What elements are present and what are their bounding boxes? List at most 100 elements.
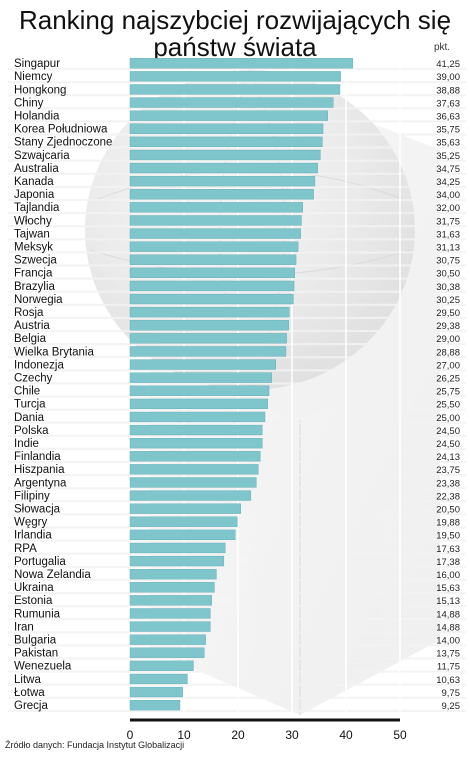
category-label: Litwa bbox=[14, 674, 41, 686]
category-label: Łotwa bbox=[14, 687, 45, 699]
bar bbox=[129, 254, 297, 265]
category-label: Słowacja bbox=[14, 504, 61, 516]
bar bbox=[129, 398, 268, 409]
category-label: Szwajcaria bbox=[14, 150, 70, 162]
value-label: 29,38 bbox=[436, 321, 460, 332]
category-label: Nowa Zelandia bbox=[14, 569, 91, 581]
bar bbox=[129, 359, 277, 370]
value-label: 35,63 bbox=[436, 138, 460, 149]
row-separator bbox=[8, 277, 466, 280]
row-separator bbox=[8, 356, 466, 359]
value-label: 26,25 bbox=[436, 374, 460, 385]
bar bbox=[129, 162, 318, 174]
bar bbox=[129, 451, 261, 462]
row-separator bbox=[8, 578, 466, 581]
row-separator bbox=[8, 657, 466, 660]
bar bbox=[129, 385, 270, 396]
category-label: Rosja bbox=[14, 307, 44, 319]
bar bbox=[129, 320, 289, 331]
row-separator bbox=[8, 329, 466, 333]
unit-label: pkt. bbox=[433, 42, 451, 53]
value-label: 29,00 bbox=[436, 334, 460, 345]
value-label: 14,88 bbox=[436, 622, 460, 633]
value-label: 17,38 bbox=[436, 557, 460, 568]
category-label: Węgry bbox=[14, 517, 47, 529]
row-separator bbox=[8, 500, 466, 503]
category-label: Chiny bbox=[14, 97, 44, 109]
row-separator bbox=[8, 683, 466, 686]
row-separator bbox=[8, 395, 466, 398]
category-label: Singapur bbox=[14, 58, 60, 70]
bar bbox=[129, 673, 188, 685]
bar bbox=[129, 267, 295, 278]
bar bbox=[129, 621, 211, 632]
bar bbox=[129, 700, 181, 711]
bar bbox=[129, 71, 341, 82]
bar bbox=[129, 555, 225, 567]
value-label: 19,88 bbox=[436, 518, 460, 529]
value-label: 41,25 bbox=[436, 59, 460, 70]
bar bbox=[129, 149, 321, 161]
row-separator bbox=[8, 146, 466, 149]
bar bbox=[129, 346, 287, 357]
row-separator bbox=[8, 185, 466, 188]
row-separator bbox=[8, 591, 466, 595]
row-separator bbox=[8, 631, 466, 634]
value-label: 16,00 bbox=[436, 570, 460, 581]
row-separator bbox=[8, 539, 466, 542]
value-label: 22,38 bbox=[436, 491, 460, 502]
bar bbox=[129, 503, 241, 514]
bars bbox=[129, 58, 353, 711]
row-separator bbox=[8, 382, 466, 385]
row-separator bbox=[8, 238, 466, 241]
category-label: Norwegia bbox=[14, 294, 63, 306]
row-separator bbox=[8, 565, 466, 568]
bar bbox=[129, 686, 183, 698]
row-separator bbox=[8, 133, 466, 136]
bar bbox=[129, 84, 341, 95]
row-separator bbox=[8, 670, 466, 673]
category-label: Finlandia bbox=[14, 451, 61, 463]
value-label: 27,00 bbox=[436, 360, 460, 371]
value-label: 10,63 bbox=[436, 675, 460, 686]
row-separator bbox=[8, 290, 466, 293]
bar bbox=[129, 241, 299, 252]
category-label: Estonia bbox=[14, 595, 53, 607]
value-label: 15,13 bbox=[436, 596, 460, 607]
row-separator bbox=[8, 107, 466, 110]
bar bbox=[129, 372, 272, 383]
row-separator bbox=[8, 552, 466, 555]
value-label: 35,25 bbox=[436, 151, 460, 162]
category-label: Portugalia bbox=[14, 556, 66, 568]
category-label: Tajlandia bbox=[14, 202, 60, 214]
row-separator bbox=[8, 618, 466, 621]
x-axis: 0 10 20 30 40 50 bbox=[127, 718, 407, 742]
value-label: 14,00 bbox=[436, 636, 460, 647]
category-label: Wielka Brytania bbox=[14, 346, 94, 358]
category-label: Meksyk bbox=[14, 242, 53, 254]
row-separator bbox=[8, 94, 466, 97]
source-note: Źródło danych: Fundacja Instytut Globali… bbox=[5, 740, 185, 750]
bar bbox=[129, 97, 334, 108]
row-separator bbox=[8, 474, 466, 477]
value-label: 30,38 bbox=[436, 282, 460, 293]
value-label: 20,50 bbox=[436, 505, 460, 516]
row-separator bbox=[8, 408, 466, 411]
category-label: RPA bbox=[14, 543, 37, 555]
value-label: 25,00 bbox=[436, 413, 460, 424]
bar bbox=[129, 293, 294, 305]
bar bbox=[129, 477, 257, 488]
bar bbox=[129, 438, 263, 449]
bar bbox=[129, 582, 215, 593]
category-label: Kanada bbox=[14, 176, 54, 188]
value-label: 19,50 bbox=[436, 531, 460, 542]
row-separator bbox=[8, 303, 466, 306]
x-tick-label: 20 bbox=[231, 728, 245, 742]
value-label: 30,50 bbox=[436, 269, 460, 280]
category-label: Turcja bbox=[14, 399, 46, 411]
row-separator bbox=[8, 447, 466, 450]
bar bbox=[129, 608, 211, 619]
bar bbox=[129, 280, 295, 292]
bar bbox=[129, 647, 205, 658]
category-label: Tajwan bbox=[14, 228, 50, 240]
